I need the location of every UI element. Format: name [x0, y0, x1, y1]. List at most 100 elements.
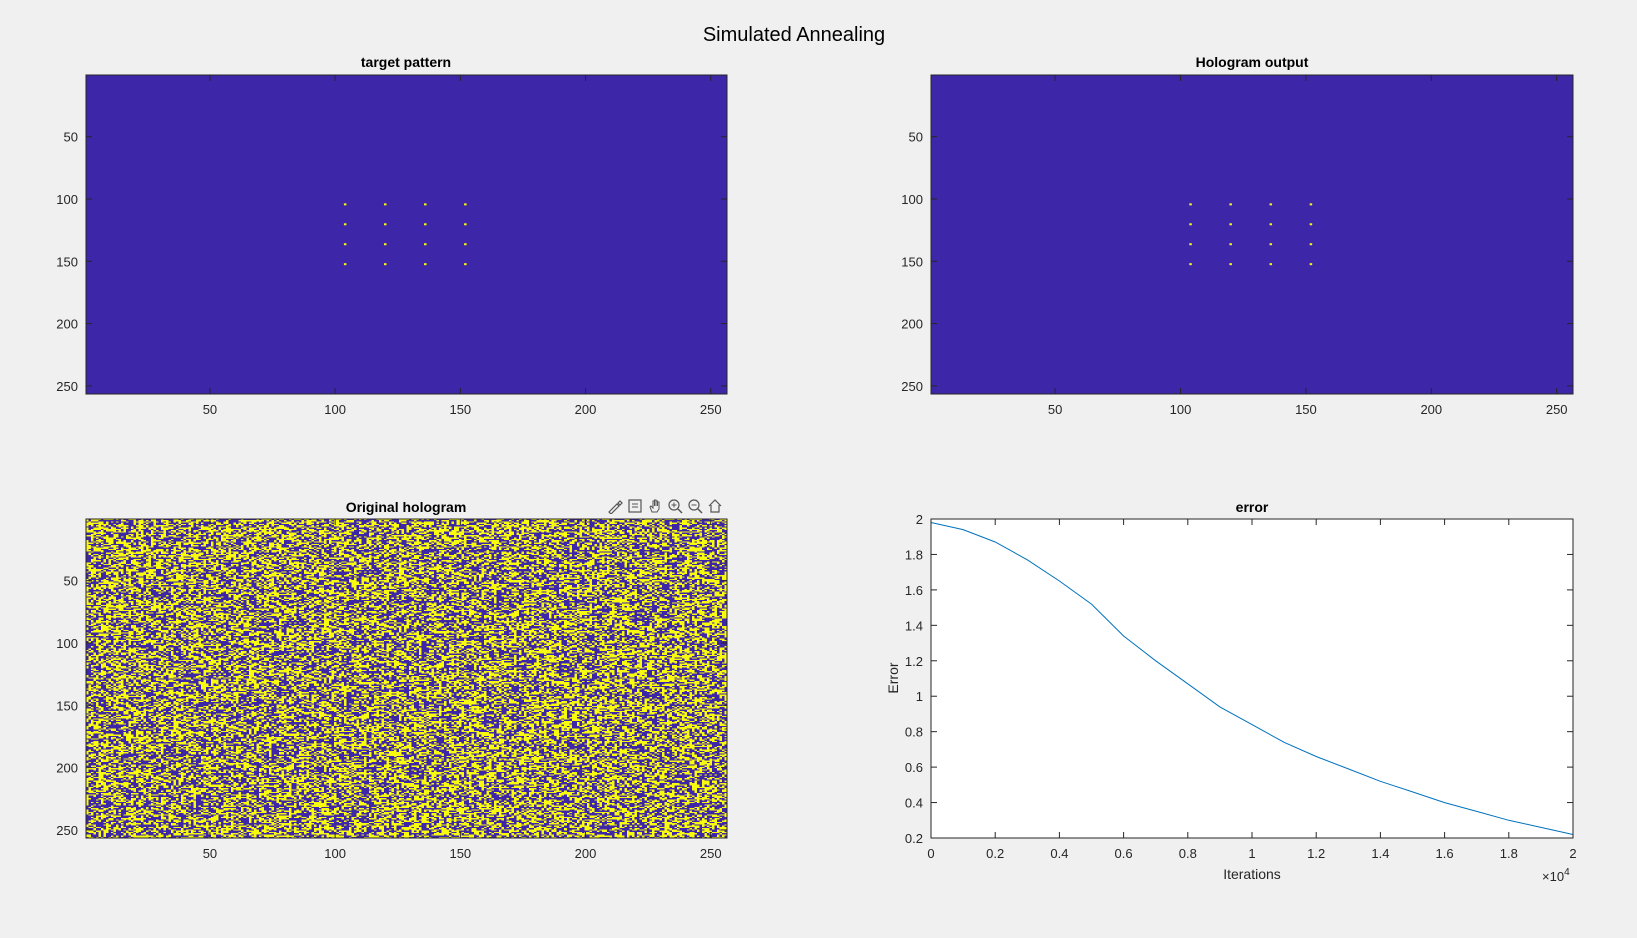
error-series-line: [930, 522, 1574, 835]
x-tick-label: 100: [324, 846, 346, 861]
y-tick-label: 50: [909, 130, 923, 145]
axes-target-pattern[interactable]: target pattern 50 100 150 200 250 50 100 150 200…: [56, 54, 728, 417]
x-tick-label: 50: [203, 846, 217, 861]
x-tick-label: 100: [324, 402, 346, 417]
brush-icon[interactable]: [606, 497, 624, 515]
y-tick-label: 1.8: [905, 547, 923, 562]
x-tick-label: 150: [449, 402, 471, 417]
axes-title-hologram-output: Hologram output: [1196, 54, 1309, 70]
x-tick-label: 100: [1170, 402, 1192, 417]
spot-mark: [1189, 203, 1192, 206]
y-tick-label: 100: [56, 192, 78, 207]
axes-error[interactable]: error Iterations Error ×104 0 0.2 0.4 0.6 0.…: [885, 499, 1577, 884]
x-tick-label: 1.4: [1371, 846, 1389, 861]
zoom-out-icon[interactable]: [686, 497, 704, 515]
image-background: [86, 75, 727, 394]
y-tick-label: 0.6: [905, 760, 923, 775]
axes-original-hologram[interactable]: Original hologram 50 100 150 200 250 50 100 150…: [56, 499, 728, 861]
x-tick-label: 200: [1420, 402, 1442, 417]
y-tick-label: 50: [64, 574, 78, 589]
random-hologram-image: [86, 519, 727, 838]
spot-mark: [343, 223, 347, 226]
y-tick-label: 250: [56, 823, 78, 838]
x-tick-label: 250: [700, 846, 722, 861]
spot-mark: [1269, 223, 1273, 226]
spot-mark: [1309, 223, 1313, 226]
x-tick-label: 150: [449, 846, 471, 861]
y-tick-label: 150: [56, 698, 78, 713]
spot-mark: [343, 203, 347, 206]
y-tick-label: 1.2: [905, 654, 923, 669]
datatip-icon[interactable]: [626, 497, 644, 515]
spot-mark: [1269, 203, 1273, 206]
y-tick-label: 50: [64, 130, 78, 145]
x-tick-label: 200: [575, 402, 597, 417]
y-tick-label: 1: [916, 689, 923, 704]
x-tick-label: 150: [1295, 402, 1317, 417]
axes-title-error: error: [1236, 499, 1269, 515]
spot-mark: [1269, 243, 1273, 246]
x-tick-label: 250: [1546, 402, 1568, 417]
y-tick-label: 150: [56, 254, 78, 269]
x-tick-label: 0.4: [1050, 846, 1068, 861]
axes-hologram-output[interactable]: Hologram output 50 100 150 200 250 50 100 150 20…: [901, 54, 1574, 417]
plot-area: [931, 519, 1573, 838]
y-tick-label: 100: [901, 192, 923, 207]
x-tick-label: 50: [203, 402, 217, 417]
axes-box: [930, 74, 1574, 395]
x-tick-label: 1.6: [1436, 846, 1454, 861]
pan-hand-icon[interactable]: [646, 497, 664, 515]
spot-mark: [1309, 263, 1313, 266]
spot-mark: [1229, 203, 1232, 206]
spot-mark: [1309, 243, 1313, 246]
y-tick-label: 150: [901, 254, 923, 269]
x-tick-label: 0.8: [1179, 846, 1197, 861]
y-tick-label: 200: [56, 761, 78, 776]
figure-title: Simulated Annealing: [703, 24, 885, 46]
y-tick-label: 1.4: [905, 618, 923, 633]
spot-mark: [424, 223, 427, 226]
x-tick-label: 50: [1048, 402, 1062, 417]
home-icon[interactable]: [706, 497, 724, 515]
spot-mark: [464, 223, 467, 226]
spot-mark: [464, 263, 467, 266]
y-tick-label: 250: [56, 379, 78, 394]
y-tick-label: 1.6: [905, 583, 923, 598]
y-tick-label: 100: [56, 636, 78, 651]
spot-mark: [343, 263, 347, 266]
image-background: [931, 75, 1573, 394]
y-tick-label: 0.2: [905, 831, 923, 846]
x-exponent-base: ×10: [1542, 869, 1564, 884]
y-tick-label: 200: [901, 317, 923, 332]
x-tick-label: 0.6: [1115, 846, 1133, 861]
zoom-in-icon[interactable]: [666, 497, 684, 515]
x-tick-label: 200: [575, 846, 597, 861]
axes-title-original-hologram: Original hologram: [346, 499, 467, 515]
y-tick-label: 2: [916, 512, 923, 527]
spot-mark: [1189, 243, 1192, 246]
x-tick-label: 1.8: [1500, 846, 1518, 861]
y-tick-label: 0.8: [905, 725, 923, 740]
spot-mark: [1189, 263, 1192, 266]
x-tick-label: 0.2: [986, 846, 1004, 861]
spot-mark: [424, 263, 427, 266]
axes-box: [85, 74, 728, 395]
spot-mark: [464, 203, 467, 206]
axes-box: [85, 518, 728, 839]
spot-mark: [383, 223, 387, 226]
y-tick-label: 0.4: [905, 796, 923, 811]
spot-mark: [424, 243, 427, 246]
spot-mark: [1269, 263, 1273, 266]
axes-title-target-pattern: target pattern: [361, 54, 451, 70]
spot-mark: [1229, 263, 1232, 266]
spot-mark: [383, 203, 387, 206]
x-tick-label: 0: [927, 846, 934, 861]
spot-mark: [343, 243, 347, 246]
y-tick-label: 200: [56, 317, 78, 332]
x-tick-label: 250: [700, 402, 722, 417]
spot-mark: [383, 243, 387, 246]
x-tick-label: 1: [1248, 846, 1255, 861]
y-tick-label: 250: [901, 379, 923, 394]
axes-toolbar: [606, 497, 724, 515]
